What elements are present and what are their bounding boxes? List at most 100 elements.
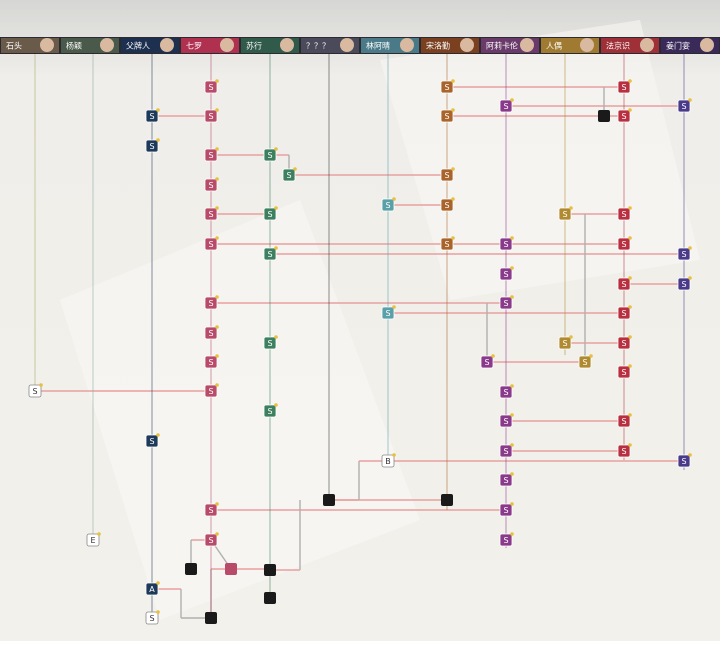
story-node[interactable] — [499, 99, 513, 113]
star — [451, 236, 455, 240]
story-node[interactable] — [677, 277, 691, 291]
avatar — [40, 38, 54, 52]
story-node[interactable] — [440, 237, 454, 251]
story-node[interactable] — [204, 533, 218, 547]
node-label: S — [444, 83, 449, 92]
node-label: S — [149, 142, 154, 151]
story-node[interactable] — [440, 168, 454, 182]
node-label: B — [385, 457, 391, 466]
story-node[interactable] — [677, 99, 691, 113]
story-node[interactable] — [381, 454, 395, 468]
node-label: S — [208, 210, 213, 219]
story-node[interactable] — [677, 454, 691, 468]
node-label: S — [621, 112, 626, 121]
star — [215, 206, 219, 210]
story-node[interactable] — [145, 139, 159, 153]
story-node[interactable] — [558, 336, 572, 350]
tab-label: 石头 — [6, 41, 22, 51]
story-node[interactable] — [204, 503, 218, 517]
story-node[interactable] — [145, 109, 159, 123]
story-node[interactable] — [440, 109, 454, 123]
story-node[interactable] — [28, 384, 42, 398]
node-label: S — [208, 329, 213, 338]
node-label: S — [503, 417, 508, 426]
node-label: S — [267, 250, 272, 259]
story-node[interactable] — [617, 277, 631, 291]
story-node[interactable] — [499, 385, 513, 399]
story-node[interactable] — [204, 109, 218, 123]
story-node[interactable] — [558, 207, 572, 221]
star — [215, 295, 219, 299]
story-node[interactable] — [499, 267, 513, 281]
story-node[interactable] — [204, 80, 218, 94]
story-node[interactable] — [440, 80, 454, 94]
node-label: S — [503, 536, 508, 545]
story-node[interactable] — [480, 355, 494, 369]
story-node[interactable] — [263, 247, 277, 261]
node-label: S — [208, 240, 213, 249]
node-label: S — [503, 447, 508, 456]
story-node[interactable] — [204, 237, 218, 251]
star — [274, 147, 278, 151]
story-node[interactable] — [499, 444, 513, 458]
story-node[interactable] — [499, 237, 513, 251]
node-label: S — [621, 368, 626, 377]
story-node[interactable] — [499, 503, 513, 517]
story-node[interactable] — [381, 198, 395, 212]
star — [688, 276, 692, 280]
node-label: S — [208, 299, 213, 308]
story-node[interactable] — [617, 207, 631, 221]
story-node[interactable] — [677, 247, 691, 261]
story-node[interactable] — [204, 355, 218, 369]
story-node[interactable] — [617, 414, 631, 428]
story-node[interactable] — [282, 168, 296, 182]
node-label: S — [562, 339, 567, 348]
story-node[interactable] — [204, 384, 218, 398]
story-node[interactable] — [617, 80, 631, 94]
node-label: S — [503, 506, 508, 515]
story-node[interactable] — [617, 336, 631, 350]
story-node[interactable] — [263, 207, 277, 221]
story-node[interactable] — [499, 473, 513, 487]
story-node[interactable] — [617, 237, 631, 251]
star — [688, 246, 692, 250]
story-node[interactable] — [617, 365, 631, 379]
story-node[interactable] — [86, 533, 100, 547]
story-node[interactable] — [381, 306, 395, 320]
story-node[interactable] — [204, 326, 218, 340]
star — [392, 453, 396, 457]
story-node[interactable] — [617, 306, 631, 320]
story-node[interactable] — [499, 296, 513, 310]
node-label: S — [208, 536, 213, 545]
story-node[interactable] — [263, 404, 277, 418]
story-node[interactable] — [263, 148, 277, 162]
story-node[interactable] — [440, 198, 454, 212]
story-node[interactable] — [617, 444, 631, 458]
node-label: S — [208, 506, 213, 515]
star — [510, 295, 514, 299]
star — [97, 532, 101, 536]
star — [215, 532, 219, 536]
story-node[interactable] — [499, 414, 513, 428]
story-node[interactable] — [145, 582, 159, 596]
node-label: S — [503, 270, 508, 279]
story-node[interactable] — [204, 178, 218, 192]
tab-label: 七罗 — [186, 42, 202, 51]
story-node[interactable] — [499, 533, 513, 547]
story-node[interactable] — [204, 296, 218, 310]
node-label: S — [503, 102, 508, 111]
node-label: S — [267, 210, 272, 219]
avatar — [400, 38, 414, 52]
story-node[interactable] — [204, 148, 218, 162]
star — [510, 413, 514, 417]
story-node[interactable] — [263, 336, 277, 350]
story-node[interactable] — [145, 434, 159, 448]
node-label: S — [149, 112, 154, 121]
tab-label: 阿莉卡伦 — [486, 41, 518, 51]
star — [39, 383, 43, 387]
story-node[interactable] — [617, 109, 631, 123]
story-node[interactable] — [204, 207, 218, 221]
story-node[interactable] — [145, 611, 159, 625]
story-node[interactable] — [578, 355, 592, 369]
